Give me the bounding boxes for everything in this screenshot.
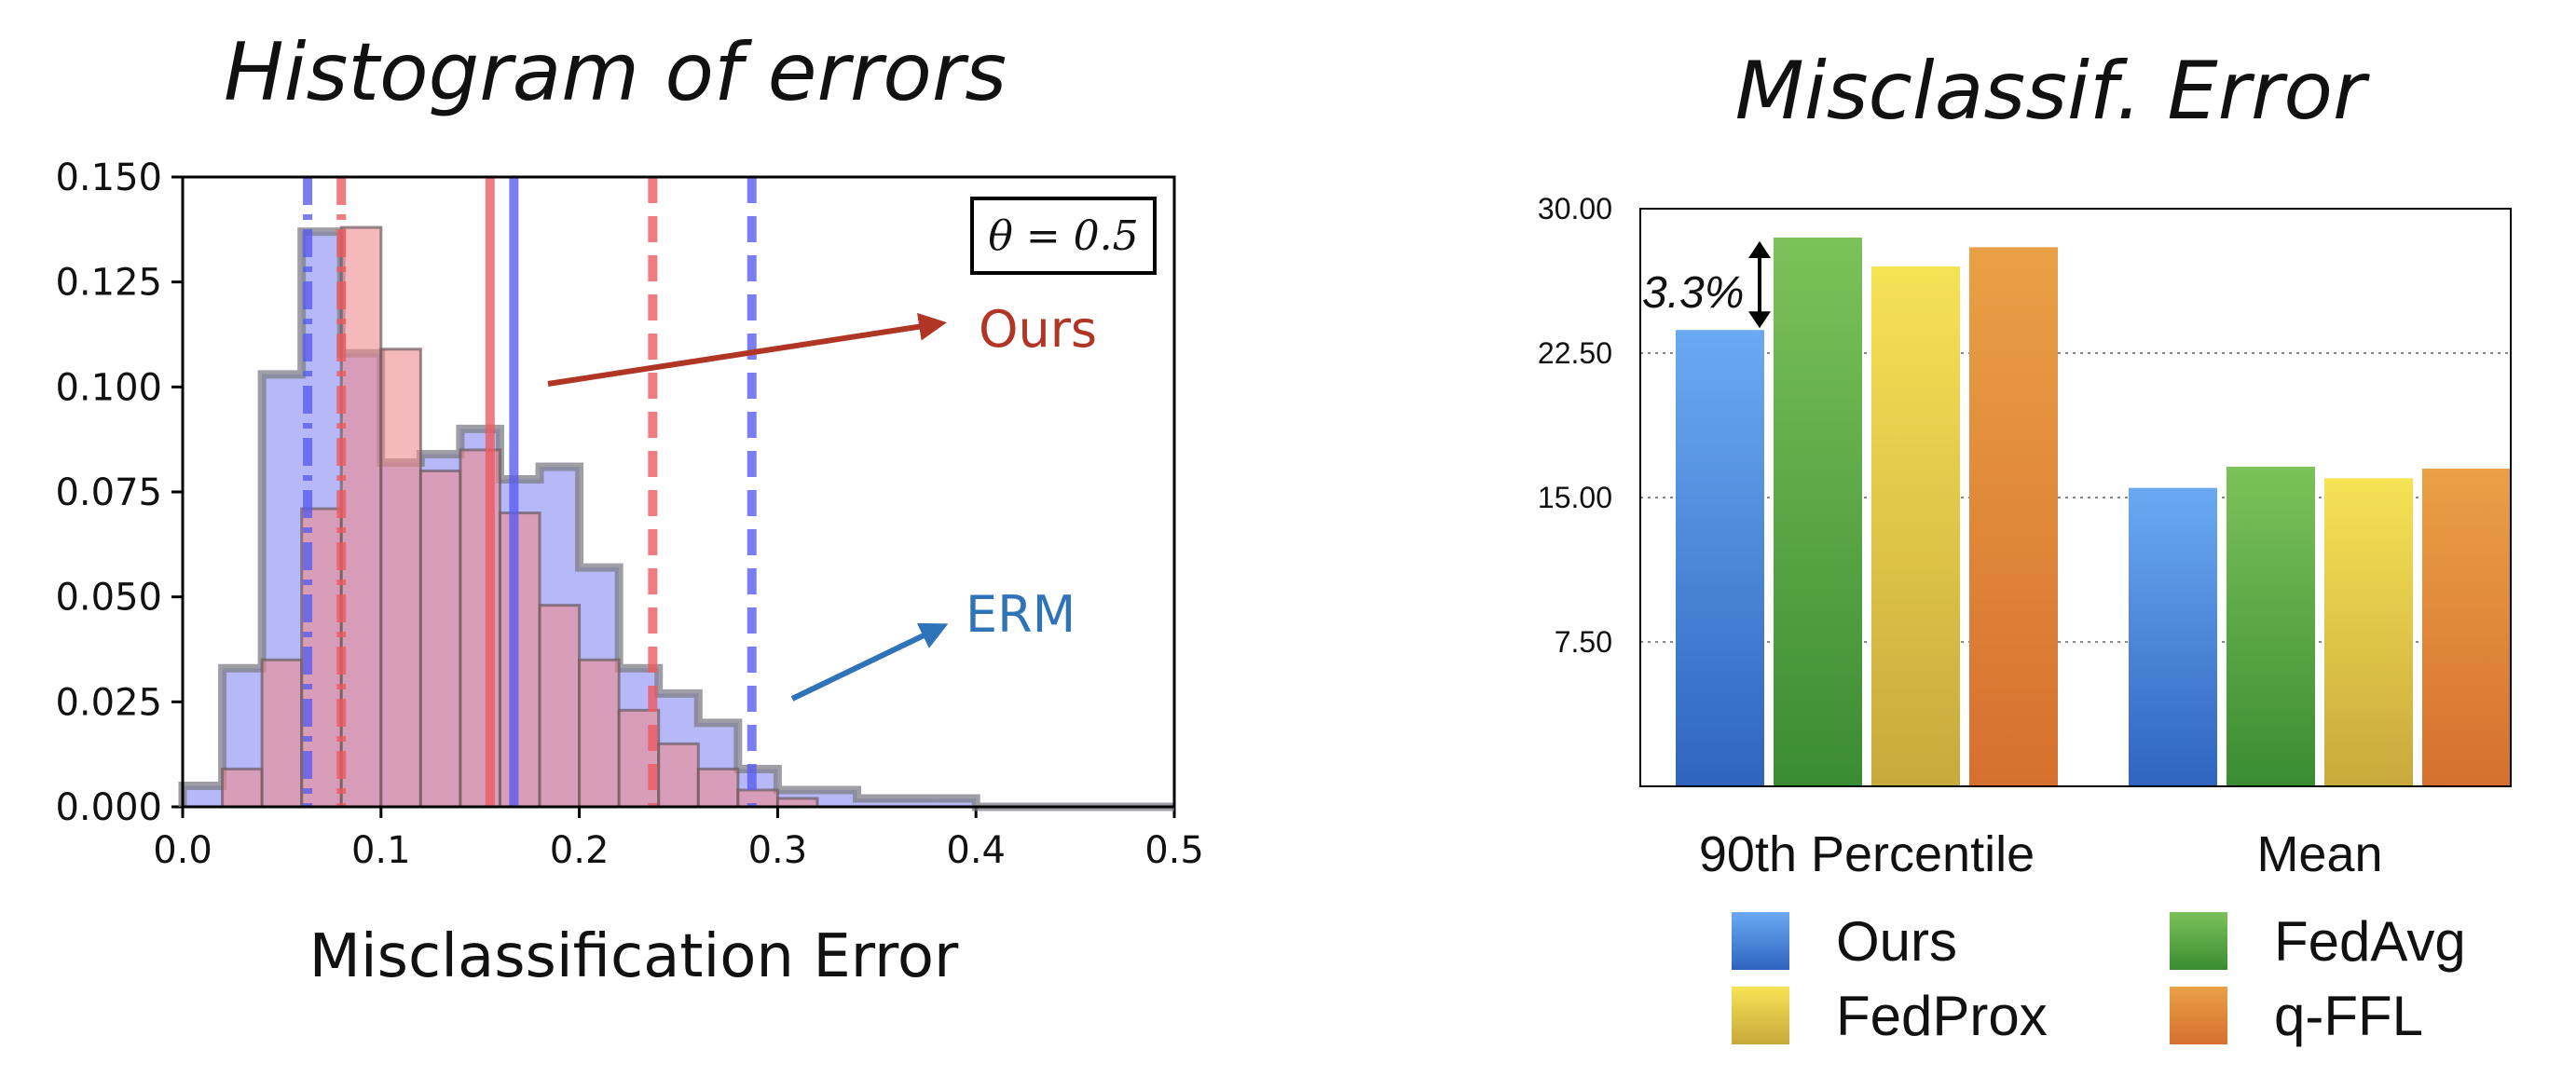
bar-ours-p90	[1676, 330, 1764, 786]
bar-qffl-mean	[2422, 469, 2511, 786]
y-tick-label: 0.075	[55, 471, 162, 514]
ours-bar	[260, 658, 304, 809]
legend-label: FedAvg	[2274, 909, 2466, 973]
legend-swatch	[1732, 912, 1789, 970]
ours-bar	[657, 742, 700, 809]
legend-label: Ours	[1836, 909, 1958, 973]
y-tick-label: 0.050	[55, 577, 162, 620]
legend-item-ours: Ours	[1732, 904, 1957, 978]
y-tick-label: 0.000	[55, 786, 162, 829]
bar-fedavg-mean	[2227, 466, 2315, 786]
bar-fedprox-p90	[1871, 266, 1960, 786]
legend-label: FedProx	[1836, 984, 2048, 1047]
x-tick-label: 0.0	[153, 829, 212, 872]
theta-label: θ = 0.5	[988, 212, 1138, 260]
ours-bar	[578, 658, 621, 809]
gap-annotation: 3.3%	[1642, 268, 1744, 318]
x-tick-label: 0.5	[1144, 829, 1204, 872]
gap-arrow-head-top	[1748, 241, 1771, 258]
y-tick-label: 7.50	[1555, 625, 1612, 659]
ours-bar	[498, 511, 541, 809]
x-tick-label: 0.4	[946, 829, 1006, 872]
bar-chart-title: Misclassif. Error	[1734, 45, 2366, 138]
legend-swatch	[2170, 912, 2227, 970]
x-tick-label: 0.1	[351, 829, 411, 872]
legend-swatch	[2170, 987, 2227, 1044]
x-tick-label: 0.2	[550, 829, 610, 872]
ours-bar	[379, 348, 422, 809]
theta-box	[970, 197, 1157, 275]
erm-bar	[183, 785, 223, 807]
bar-fedavg-p90	[1774, 238, 1862, 786]
bar-fedprox-mean	[2324, 478, 2413, 786]
category-label: 90th Percentile	[1699, 826, 2035, 882]
erm-bar	[816, 789, 857, 807]
bar-legend: Ours FedAvg FedProx q-FFL	[1732, 904, 2552, 1062]
legend-label: q-FFL	[2274, 984, 2424, 1047]
ours-bar	[696, 767, 740, 809]
y-tick-label: 0.100	[55, 366, 162, 409]
y-tick-label: 0.150	[55, 157, 162, 199]
ours-bar	[538, 604, 582, 809]
bar-ours-mean	[2129, 487, 2217, 786]
ours-arrow	[547, 312, 947, 387]
ours-bar	[221, 767, 264, 809]
legend-item-fedavg: FedAvg	[2170, 904, 2466, 978]
histogram-chart: 0.0 0.1 0.2 0.3 0.4 0.5 0.000 0.025 0.050 0.075 0.…	[55, 157, 1204, 872]
legend-item-fedprox: FedProx	[1732, 978, 2048, 1053]
erm-arrow	[790, 622, 949, 702]
y-tick-label: 22.50	[1538, 336, 1612, 370]
ours-arrow-label: Ours	[979, 300, 1097, 359]
histogram-xlabel: Misclassification Error	[308, 922, 959, 991]
y-tick-label: 15.00	[1538, 481, 1612, 514]
ours-bar	[418, 469, 462, 809]
erm-bar	[856, 798, 897, 807]
gap-arrow-head-bottom	[1748, 311, 1771, 329]
y-tick-label: 30.00	[1538, 192, 1612, 225]
legend-item-qffl: q-FFL	[2170, 978, 2423, 1053]
erm-bar	[897, 798, 937, 807]
category-label: Mean	[2256, 826, 2382, 882]
ours-bar	[339, 225, 383, 809]
y-tick-label: 0.025	[55, 681, 162, 724]
bar-qffl-p90	[1969, 247, 2058, 786]
y-tick-label: 0.125	[55, 262, 162, 305]
legend-swatch	[1732, 987, 1789, 1044]
erm-bar	[936, 798, 977, 807]
ours-bar	[617, 708, 661, 809]
histogram-title: Histogram of errors	[223, 26, 1007, 119]
ours-bar	[736, 788, 779, 809]
erm-arrow-label: ERM	[966, 585, 1076, 644]
x-tick-label: 0.3	[748, 829, 808, 872]
